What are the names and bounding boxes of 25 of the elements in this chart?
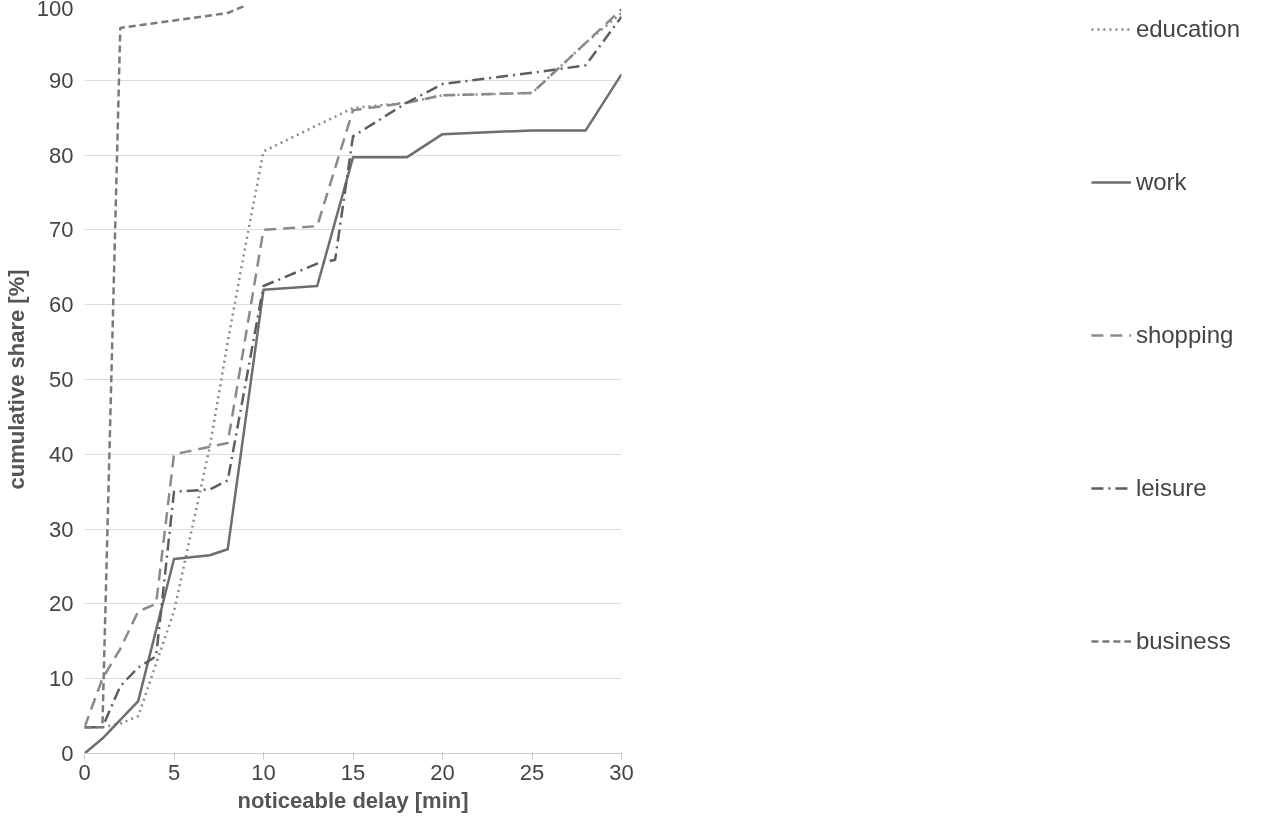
y-tick-label: 30 — [49, 516, 74, 542]
y-tick-label: 70 — [49, 217, 74, 243]
y-tick-label: 100 — [36, 0, 74, 21]
y-axis-title: cumulative share [%] — [3, 269, 29, 490]
x-tick-label: 30 — [609, 759, 634, 785]
y-tick-label: 50 — [49, 367, 74, 392]
legend-label: shopping — [1135, 321, 1234, 349]
y-tick-label: 20 — [49, 591, 74, 617]
y-tick-label: 40 — [49, 441, 74, 467]
x-tick-label: 5 — [167, 759, 181, 785]
legend-label: leisure — [1135, 474, 1207, 502]
y-tick-label: 0 — [61, 741, 74, 766]
x-tick-label: 25 — [519, 759, 545, 785]
y-tick-label: 90 — [49, 67, 74, 93]
legend-label: education — [1135, 15, 1240, 43]
x-tick-label: 20 — [430, 759, 455, 785]
x-tick-label: 15 — [340, 759, 366, 785]
y-tick-label: 60 — [49, 292, 74, 318]
x-tick-label: 10 — [251, 759, 276, 785]
legend-label: work — [1135, 168, 1187, 196]
y-tick-label: 10 — [49, 666, 74, 692]
x-tick-label: 0 — [78, 759, 91, 785]
y-tick-label: 80 — [49, 142, 74, 168]
x-axis-title: noticeable delay [min] — [237, 787, 469, 813]
legend-label: business — [1135, 627, 1231, 655]
